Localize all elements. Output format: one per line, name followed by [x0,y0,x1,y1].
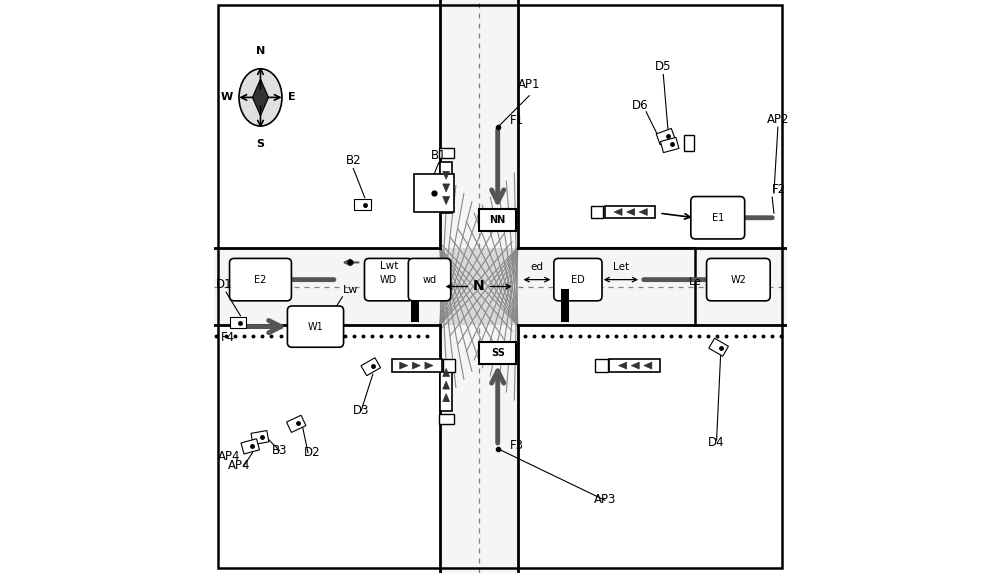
Text: E2: E2 [254,274,267,285]
Polygon shape [644,362,652,369]
Polygon shape [639,209,647,215]
Polygon shape [627,209,635,215]
Text: Lw: Lw [342,285,358,295]
Text: wd: wd [422,274,437,285]
Text: F1: F1 [510,115,524,127]
Text: AP4: AP4 [228,459,251,472]
Text: E1: E1 [712,213,724,223]
Text: Le: Le [689,277,702,286]
Bar [443,359,455,372]
Text: F3: F3 [510,439,524,452]
Text: W1: W1 [308,321,323,332]
Text: B2: B2 [345,155,361,167]
Polygon shape [660,138,679,152]
Polygon shape [400,362,408,369]
Polygon shape [614,209,622,215]
FancyBboxPatch shape [554,258,602,301]
Polygon shape [230,317,246,328]
Text: D5: D5 [655,60,672,73]
Polygon shape [631,362,639,369]
Polygon shape [252,79,269,116]
FancyBboxPatch shape [364,258,413,301]
Bar [440,162,452,213]
Polygon shape [656,128,675,145]
Bar [440,0,518,248]
Bar [439,414,454,424]
Bar [518,248,786,325]
Text: S: S [256,139,264,149]
Text: ED: ED [571,274,585,285]
Bar [439,148,454,158]
Text: SS: SS [491,348,505,358]
Text: E: E [288,92,296,103]
Text: B3: B3 [272,445,287,457]
FancyBboxPatch shape [691,197,745,239]
Bar [479,342,516,364]
Polygon shape [425,362,433,369]
Bar [440,325,518,573]
Text: Let: Let [613,262,629,272]
Bar [609,359,660,372]
Text: D6: D6 [632,99,649,112]
Ellipse shape [239,69,282,126]
Bar [479,209,516,231]
Text: AP4: AP4 [218,450,241,463]
FancyBboxPatch shape [230,258,291,301]
Polygon shape [287,415,306,433]
Bar [414,174,454,211]
Bar [440,360,452,411]
Polygon shape [443,394,450,402]
Text: D2: D2 [304,446,320,459]
FancyBboxPatch shape [287,306,344,347]
Text: Lwt: Lwt [380,261,398,271]
Text: W: W [221,92,233,103]
Text: B1: B1 [431,149,447,162]
FancyBboxPatch shape [408,258,451,301]
Text: NN: NN [490,215,506,225]
Bar [440,248,518,325]
Polygon shape [619,362,627,369]
Text: AP1: AP1 [518,79,540,91]
Text: F4: F4 [221,331,235,344]
Polygon shape [241,439,259,454]
Text: D4: D4 [708,436,725,449]
Bar [605,206,655,218]
Text: W2: W2 [730,274,746,285]
Polygon shape [443,184,450,192]
Bar [561,289,569,322]
Polygon shape [361,358,381,376]
Polygon shape [251,430,269,445]
Text: F2: F2 [772,183,786,196]
Polygon shape [443,368,450,376]
Bar [392,359,442,372]
Text: N: N [473,280,485,293]
Bar [214,248,440,325]
Bar [684,135,694,151]
Polygon shape [443,381,450,389]
Text: AP3: AP3 [594,493,616,506]
Text: ed: ed [531,262,544,272]
Polygon shape [412,362,420,369]
FancyBboxPatch shape [707,258,770,301]
Bar [591,206,603,218]
Polygon shape [443,197,450,205]
Polygon shape [443,171,450,179]
Bar [595,359,608,372]
Text: AP2: AP2 [767,113,789,125]
Bar [411,289,419,322]
Polygon shape [354,199,371,210]
Text: D3: D3 [353,405,370,417]
Text: D1: D1 [216,278,232,291]
Polygon shape [709,338,728,356]
Text: N: N [256,46,265,56]
Text: WD: WD [380,274,397,285]
